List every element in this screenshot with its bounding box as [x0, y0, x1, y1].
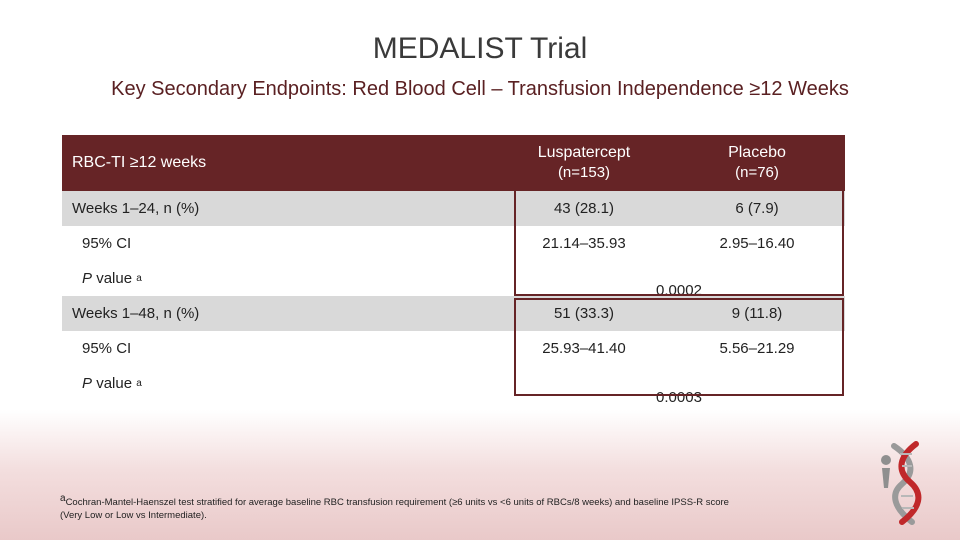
table-row: Weeks 1–48, n (%) 51 (33.3) 9 (11.8) — [62, 296, 845, 331]
placebo-value: 9 (11.8) — [731, 305, 783, 322]
footnote-line-2: (Very Low or Low vs Intermediate). — [60, 510, 207, 522]
slide-subtitle: Key Secondary Endpoints: Red Blood Cell … — [111, 78, 849, 100]
table-header-row: RBC-TI ≥12 weeks Luspatercept (n=153) Pl… — [62, 135, 845, 191]
table-row: Weeks 1–24, n (%) 43 (28.1) 6 (7.9) — [62, 191, 845, 226]
footnote: aCochran-Mantel-Haenszel test stratified… — [60, 492, 840, 522]
slide-title: MEDALIST Trial — [372, 32, 588, 65]
endpoints-table: RBC-TI ≥12 weeks Luspatercept (n=153) Pl… — [62, 135, 845, 406]
luspatercept-n: (n=153) — [557, 164, 611, 181]
footnote-marker: a — [136, 273, 142, 284]
table-row: P value a 0.0003 — [62, 366, 845, 406]
header-placebo: Placebo (n=76) — [687, 135, 827, 191]
dna-helix-figure-icon — [881, 441, 922, 525]
table-row: 95% CI 25.93–41.40 5.56–21.29 — [62, 331, 845, 366]
row-label: Weeks 1–48, n (%) — [72, 305, 200, 322]
ci-luspatercept: 21.14–35.93 — [542, 235, 626, 252]
luspatercept-name: Luspatercept — [537, 144, 631, 161]
ci-luspatercept: 25.93–41.40 — [542, 340, 626, 357]
header-luspatercept: Luspatercept (n=153) — [514, 135, 654, 191]
ci-placebo: 5.56–21.29 — [719, 340, 795, 357]
ci-label: 95% CI — [82, 340, 132, 357]
p-label: P value a — [82, 261, 142, 296]
luspatercept-value: 43 (28.1) — [553, 200, 615, 217]
header-label: RBC-TI ≥12 weeks — [72, 154, 207, 171]
row-label: Weeks 1–24, n (%) — [72, 200, 200, 217]
table-row: 95% CI 21.14–35.93 2.95–16.40 — [62, 226, 845, 261]
ci-placebo: 2.95–16.40 — [719, 235, 795, 252]
table-row: P value a 0.0002 — [62, 261, 845, 299]
p-label: P value a — [82, 366, 142, 401]
footnote-marker: a — [136, 378, 142, 389]
footnote-line-1: Cochran-Mantel-Haenszel test stratified … — [65, 497, 729, 509]
footnote-marker: a — [60, 493, 66, 504]
p-letter: P — [82, 270, 93, 287]
luspatercept-value: 51 (33.3) — [553, 305, 615, 322]
placebo-value: 6 (7.9) — [735, 200, 779, 217]
ci-label: 95% CI — [82, 235, 132, 252]
p-suffix: value — [96, 375, 133, 392]
placebo-n: (n=76) — [735, 164, 779, 181]
p-value: 0.0003 — [656, 389, 702, 406]
p-letter: P — [82, 375, 93, 392]
placebo-name: Placebo — [728, 144, 786, 161]
p-suffix: value — [96, 270, 133, 287]
